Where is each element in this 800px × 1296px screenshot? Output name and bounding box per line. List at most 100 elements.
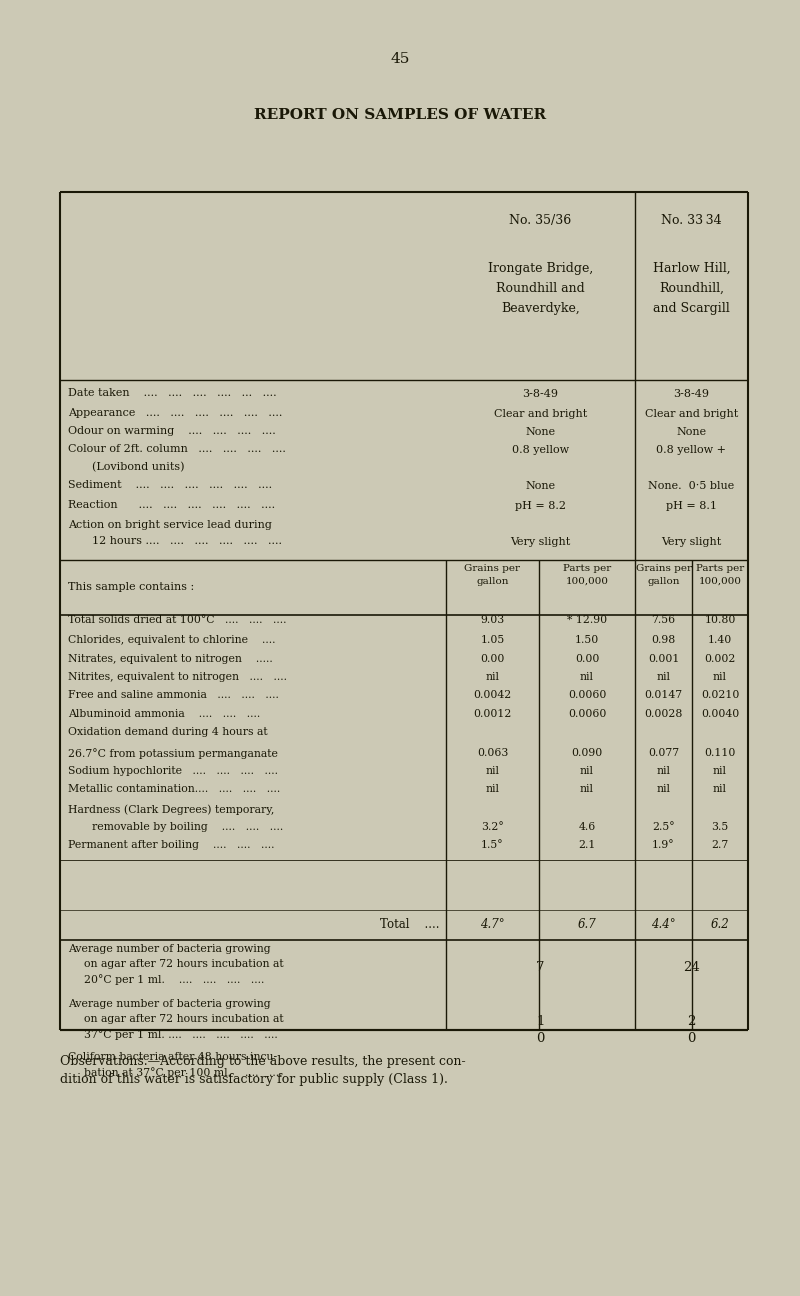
Text: Clear and bright: Clear and bright bbox=[645, 410, 738, 419]
Text: Nitrates, equivalent to nitrogen    .....: Nitrates, equivalent to nitrogen ..... bbox=[68, 654, 273, 664]
Text: dition of this water is satisfactory for public supply (Class 1).: dition of this water is satisfactory for… bbox=[60, 1073, 448, 1086]
Text: 1.05: 1.05 bbox=[480, 635, 505, 645]
Text: Chlorides, equivalent to chlorine    ....: Chlorides, equivalent to chlorine .... bbox=[68, 635, 275, 645]
Text: 2.5°: 2.5° bbox=[652, 822, 675, 832]
Text: nil: nil bbox=[657, 766, 670, 776]
Text: 1: 1 bbox=[536, 1015, 545, 1028]
Text: Very slight: Very slight bbox=[510, 537, 570, 547]
Text: 0: 0 bbox=[687, 1033, 696, 1046]
Text: Oxidation demand during 4 hours at: Oxidation demand during 4 hours at bbox=[68, 727, 268, 737]
Text: Total    ....: Total .... bbox=[381, 919, 440, 932]
Text: Clear and bright: Clear and bright bbox=[494, 410, 587, 419]
Text: Very slight: Very slight bbox=[662, 537, 722, 547]
Text: nil: nil bbox=[713, 673, 727, 682]
Text: 1.9°: 1.9° bbox=[652, 840, 675, 850]
Text: nil: nil bbox=[657, 673, 670, 682]
Text: Sodium hypochlorite   ....   ....   ....   ....: Sodium hypochlorite .... .... .... .... bbox=[68, 766, 278, 776]
Text: 0.8 yellow +: 0.8 yellow + bbox=[657, 445, 726, 455]
Text: Harlow Hill,: Harlow Hill, bbox=[653, 262, 730, 275]
Text: on agar after 72 hours incubation at: on agar after 72 hours incubation at bbox=[84, 1013, 284, 1024]
Text: 2.7: 2.7 bbox=[711, 840, 729, 850]
Text: 2.1: 2.1 bbox=[578, 840, 596, 850]
Text: 4.4°: 4.4° bbox=[651, 919, 676, 932]
Text: 0.00: 0.00 bbox=[575, 654, 599, 664]
Text: Total solids dried at 100°C   ....   ....   ....: Total solids dried at 100°C .... .... ..… bbox=[68, 616, 286, 625]
Text: 6.2: 6.2 bbox=[710, 919, 730, 932]
Text: nil: nil bbox=[657, 784, 670, 794]
Text: 0.077: 0.077 bbox=[648, 748, 679, 758]
Text: 9.03: 9.03 bbox=[480, 616, 505, 625]
Text: 0.0060: 0.0060 bbox=[568, 709, 606, 719]
Text: Beaverdyke,: Beaverdyke, bbox=[501, 302, 580, 315]
Text: nil: nil bbox=[713, 784, 727, 794]
Text: Average number of bacteria growing: Average number of bacteria growing bbox=[68, 943, 270, 954]
Text: Roundhill,: Roundhill, bbox=[659, 283, 724, 295]
Text: gallon: gallon bbox=[647, 577, 680, 586]
Text: 2: 2 bbox=[687, 1015, 696, 1028]
Text: Roundhill and: Roundhill and bbox=[496, 283, 585, 295]
Text: 12 hours ....   ....   ....   ....   ....   ....: 12 hours .... .... .... .... .... .... bbox=[92, 537, 282, 546]
Text: Coliform bacteria after 48 hours incu-: Coliform bacteria after 48 hours incu- bbox=[68, 1052, 277, 1061]
Text: pH = 8.2: pH = 8.2 bbox=[515, 502, 566, 511]
Text: 100,000: 100,000 bbox=[698, 577, 742, 586]
Text: (Lovibond units): (Lovibond units) bbox=[92, 461, 185, 472]
Text: 26.7°C from potassium permanganate: 26.7°C from potassium permanganate bbox=[68, 748, 278, 759]
Text: REPORT ON SAMPLES OF WATER: REPORT ON SAMPLES OF WATER bbox=[254, 108, 546, 122]
Text: Parts per: Parts per bbox=[696, 564, 744, 573]
Text: 3-8-49: 3-8-49 bbox=[674, 389, 710, 399]
Text: 1.50: 1.50 bbox=[575, 635, 599, 645]
Text: 7: 7 bbox=[536, 962, 545, 975]
Text: Grains per: Grains per bbox=[465, 564, 521, 573]
Text: Reaction      ....   ....   ....   ....   ....   ....: Reaction .... .... .... .... .... .... bbox=[68, 500, 275, 511]
Text: nil: nil bbox=[580, 766, 594, 776]
Text: nil: nil bbox=[713, 766, 727, 776]
Text: 100,000: 100,000 bbox=[566, 577, 609, 586]
Text: 0.0040: 0.0040 bbox=[701, 709, 739, 719]
Text: 6.7: 6.7 bbox=[578, 919, 596, 932]
Text: Sediment    ....   ....   ....   ....   ....   ....: Sediment .... .... .... .... .... .... bbox=[68, 480, 272, 490]
Text: Colour of 2ft. column   ....   ....   ....   ....: Colour of 2ft. column .... .... .... ...… bbox=[68, 445, 286, 454]
Text: 24: 24 bbox=[683, 962, 700, 975]
Text: None: None bbox=[526, 481, 555, 491]
Text: None.  0·5 blue: None. 0·5 blue bbox=[648, 481, 734, 491]
Text: * 12.90: * 12.90 bbox=[567, 616, 607, 625]
Text: 4.7°: 4.7° bbox=[480, 919, 505, 932]
Text: nil: nil bbox=[580, 673, 594, 682]
Text: removable by boiling    ....   ....   ....: removable by boiling .... .... .... bbox=[92, 822, 283, 832]
Text: This sample contains :: This sample contains : bbox=[68, 582, 194, 592]
Text: 0.090: 0.090 bbox=[571, 748, 602, 758]
Text: gallon: gallon bbox=[476, 577, 509, 586]
Text: Nitrites, equivalent to nitrogen   ....   ....: Nitrites, equivalent to nitrogen .... ..… bbox=[68, 673, 287, 682]
Text: None: None bbox=[677, 426, 706, 437]
Text: Permanent after boiling    ....   ....   ....: Permanent after boiling .... .... .... bbox=[68, 840, 274, 850]
Text: Odour on warming    ....   ....   ....   ....: Odour on warming .... .... .... .... bbox=[68, 426, 276, 435]
Text: 37°C per 1 ml. ....   ....   ....   ....   ....: 37°C per 1 ml. .... .... .... .... .... bbox=[84, 1029, 278, 1039]
Text: 0.8 yellow: 0.8 yellow bbox=[512, 445, 569, 455]
Text: 0.0060: 0.0060 bbox=[568, 689, 606, 700]
Text: 0.0147: 0.0147 bbox=[645, 689, 682, 700]
Text: nil: nil bbox=[580, 784, 594, 794]
Text: nil: nil bbox=[486, 673, 499, 682]
Text: 10.80: 10.80 bbox=[704, 616, 736, 625]
Text: bation at 37°C per 100 ml.    ....   ....: bation at 37°C per 100 ml. .... .... bbox=[84, 1067, 282, 1078]
Text: 20°C per 1 ml.    ....   ....   ....   ....: 20°C per 1 ml. .... .... .... .... bbox=[84, 975, 264, 985]
Text: 0.98: 0.98 bbox=[651, 635, 676, 645]
Text: Parts per: Parts per bbox=[563, 564, 611, 573]
Text: 0.0012: 0.0012 bbox=[474, 709, 512, 719]
Text: Average number of bacteria growing: Average number of bacteria growing bbox=[68, 999, 270, 1010]
Text: Action on bright service lead during: Action on bright service lead during bbox=[68, 520, 272, 530]
Text: 7.56: 7.56 bbox=[651, 616, 675, 625]
Text: Observations.—According to the above results, the present con-: Observations.—According to the above res… bbox=[60, 1055, 466, 1068]
Text: Hardness (Clark Degrees) temporary,: Hardness (Clark Degrees) temporary, bbox=[68, 804, 274, 815]
Text: and Scargill: and Scargill bbox=[653, 302, 730, 315]
Text: 0.0042: 0.0042 bbox=[474, 689, 512, 700]
Text: 1.40: 1.40 bbox=[708, 635, 732, 645]
Text: 45: 45 bbox=[390, 52, 410, 66]
Text: 0.0028: 0.0028 bbox=[644, 709, 682, 719]
Text: 3.5: 3.5 bbox=[711, 822, 729, 832]
Text: No. 33 34: No. 33 34 bbox=[661, 214, 722, 227]
Text: Metallic contamination....   ....   ....   ....: Metallic contamination.... .... .... ...… bbox=[68, 784, 280, 794]
Text: Albuminoid ammonia    ....   ....   ....: Albuminoid ammonia .... .... .... bbox=[68, 709, 260, 719]
Text: 3-8-49: 3-8-49 bbox=[522, 389, 558, 399]
Text: 0.110: 0.110 bbox=[704, 748, 736, 758]
